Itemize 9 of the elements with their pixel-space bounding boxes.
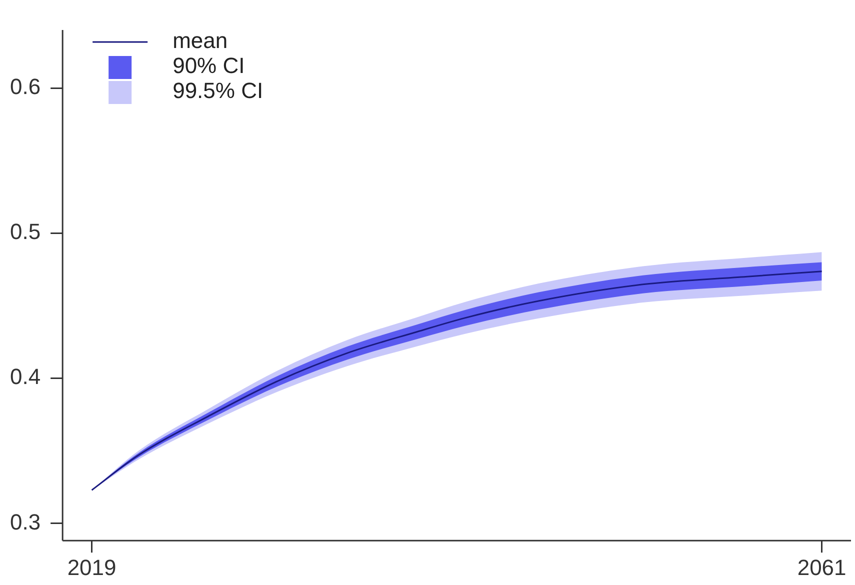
y-tick-label: 0.3 [10, 509, 41, 534]
y-tick-label: 0.6 [10, 74, 41, 100]
y-tick-label: 0.4 [10, 364, 41, 390]
x-tick-label: 2061 [797, 554, 846, 580]
x-tick-label: 2019 [67, 554, 116, 580]
y-tick-label: 0.5 [10, 219, 41, 244]
legend-label: 90% CI [172, 53, 245, 78]
legend-label: mean [172, 28, 228, 54]
legend-label: 99.5% CI [172, 78, 264, 104]
